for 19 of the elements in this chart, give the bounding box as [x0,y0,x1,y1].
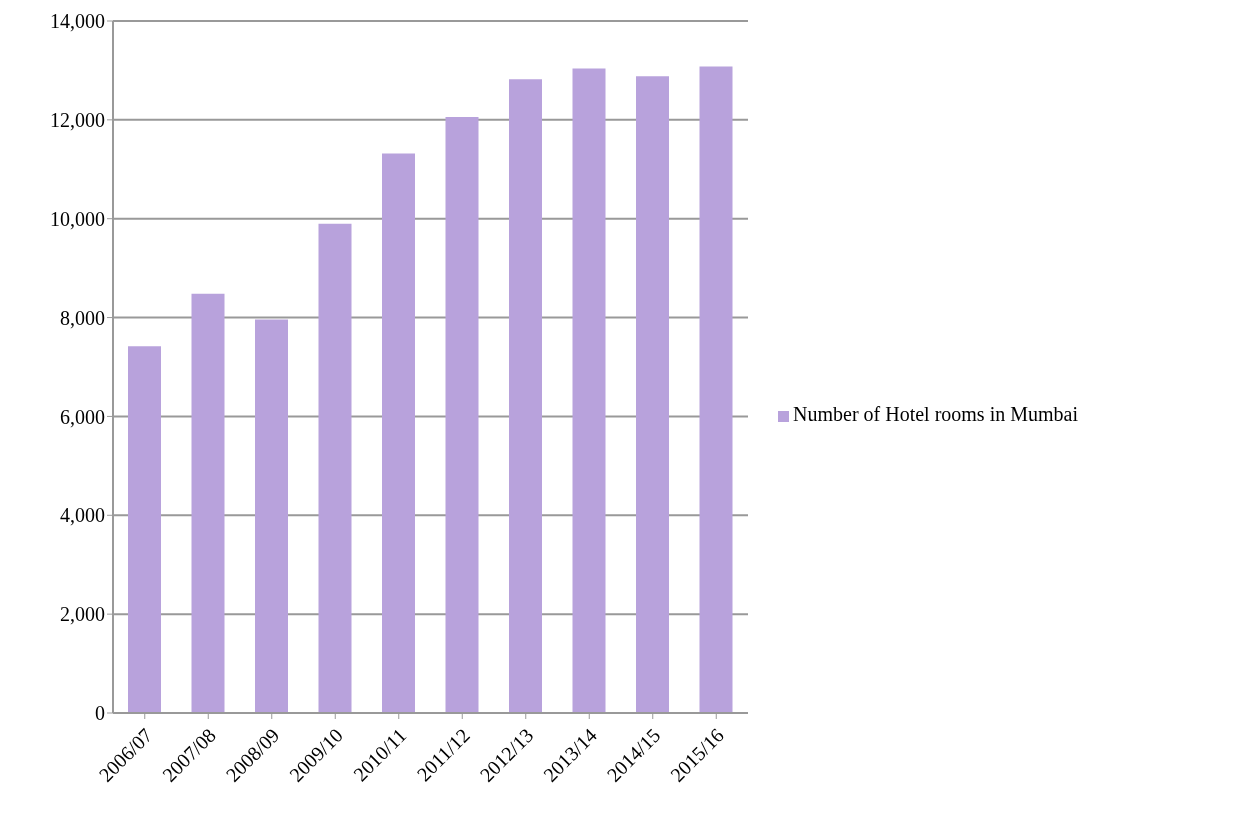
y-tick-label: 0 [95,702,105,725]
bar [318,223,352,713]
bar [572,68,606,713]
bar [636,76,669,713]
bar [382,153,415,713]
y-tick-label: 2,000 [60,603,105,626]
bar [191,293,225,713]
y-tick-label: 6,000 [60,405,105,428]
bar [509,79,542,713]
legend-label: Number of Hotel rooms in Mumbai [793,403,1078,425]
bar [699,66,733,713]
bar [445,116,479,713]
y-tick-label: 4,000 [60,504,105,527]
y-tick-label: 14,000 [50,10,105,33]
y-tick-label: 10,000 [50,207,105,230]
bar [255,319,288,713]
y-tick-label: 12,000 [50,108,105,131]
y-tick-label: 8,000 [60,306,105,329]
bar [128,346,161,713]
